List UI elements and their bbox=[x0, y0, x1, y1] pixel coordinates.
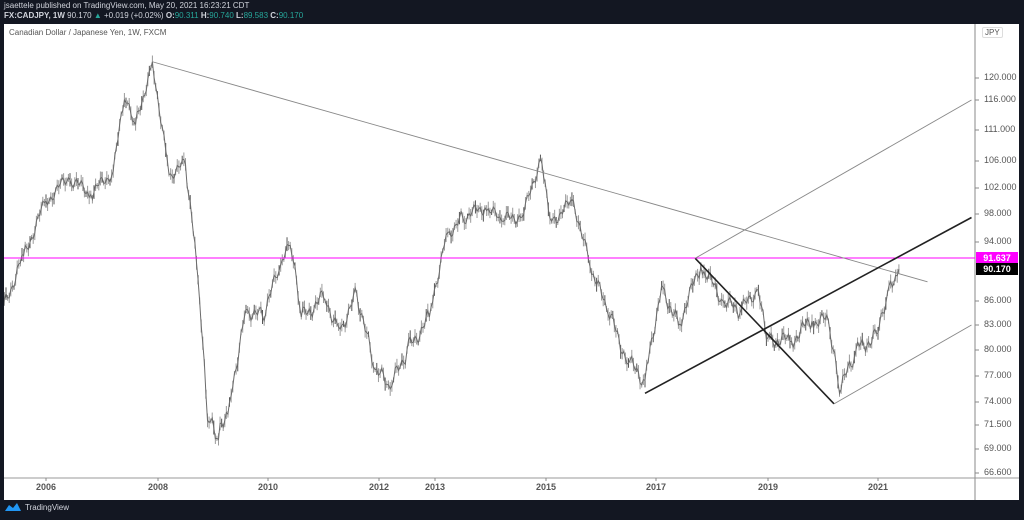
time-tick-label: 2021 bbox=[867, 482, 889, 492]
price-tick-label: 80.000 bbox=[984, 344, 1012, 354]
high-value: 90.740 bbox=[209, 11, 234, 20]
currency-badge[interactable]: JPY bbox=[982, 27, 1003, 38]
horizontal-line-price-tag: 91.637 bbox=[976, 252, 1018, 264]
symbol-line: FX:CADJPY, 1W 90.170 ▲ +0.019 (+0.02%) O… bbox=[4, 11, 1004, 21]
time-tick-label: 2010 bbox=[257, 482, 279, 492]
price-tick-label: 71.500 bbox=[984, 419, 1012, 429]
price-tick-label: 106.000 bbox=[984, 155, 1017, 165]
last-price-tag: 90.170 bbox=[976, 263, 1018, 275]
low-value: 89.583 bbox=[243, 11, 269, 20]
tradingview-logo-icon bbox=[5, 503, 21, 511]
chart-header: jsaettele published on TradingView.com, … bbox=[4, 1, 1004, 23]
close-label: C: bbox=[270, 11, 279, 20]
time-tick-label: 2012 bbox=[368, 482, 390, 492]
price-tick-label: 116.000 bbox=[984, 94, 1016, 104]
series-legend: Canadian Dollar / Japanese Yen, 1W, FXCM bbox=[9, 28, 167, 37]
price-tick-label: 98.000 bbox=[984, 208, 1012, 218]
price-axis[interactable] bbox=[45, 77, 979, 481]
price-change: +0.019 (+0.02%) bbox=[104, 11, 164, 20]
price-tick-label: 66.600 bbox=[984, 467, 1012, 477]
low-label: L: bbox=[236, 11, 244, 20]
close-value: 90.170 bbox=[278, 11, 304, 20]
time-tick-label: 2015 bbox=[535, 482, 557, 492]
time-tick-label: 2019 bbox=[757, 482, 779, 492]
price-tick-label: 86.000 bbox=[984, 295, 1012, 305]
symbol: FX:CADJPY, 1W bbox=[4, 11, 65, 20]
price-tick-label: 102.000 bbox=[984, 182, 1017, 192]
publisher-line: jsaettele published on TradingView.com, … bbox=[4, 1, 250, 10]
open-value: 90.311 bbox=[174, 11, 199, 20]
drawing-tools bbox=[4, 61, 975, 405]
time-tick-label: 2006 bbox=[35, 482, 57, 492]
open-label: O: bbox=[165, 11, 175, 20]
price-tick-label: 83.000 bbox=[984, 319, 1012, 329]
brand-label: TradingView bbox=[25, 502, 70, 512]
time-tick-label: 2008 bbox=[147, 482, 169, 492]
price-tick-label: 74.000 bbox=[984, 396, 1012, 406]
last-price: 90.170 bbox=[67, 11, 92, 20]
price-tick-label: 94.000 bbox=[984, 236, 1012, 246]
high-label: H: bbox=[200, 11, 210, 20]
price-series bbox=[4, 55, 900, 446]
price-tick-label: 111.000 bbox=[984, 124, 1016, 134]
price-tick-label: 69.000 bbox=[984, 443, 1012, 453]
time-tick-label: 2013 bbox=[424, 482, 446, 492]
footer: TradingView bbox=[4, 502, 69, 512]
price-tick-label: 120.000 bbox=[984, 72, 1017, 82]
up-arrow-icon: ▲ bbox=[93, 11, 102, 20]
price-chart[interactable] bbox=[4, 24, 1019, 500]
chart-panel[interactable]: Canadian Dollar / Japanese Yen, 1W, FXCM… bbox=[4, 24, 1019, 500]
time-tick-label: 2017 bbox=[645, 482, 667, 492]
price-tick-label: 77.000 bbox=[984, 370, 1012, 380]
